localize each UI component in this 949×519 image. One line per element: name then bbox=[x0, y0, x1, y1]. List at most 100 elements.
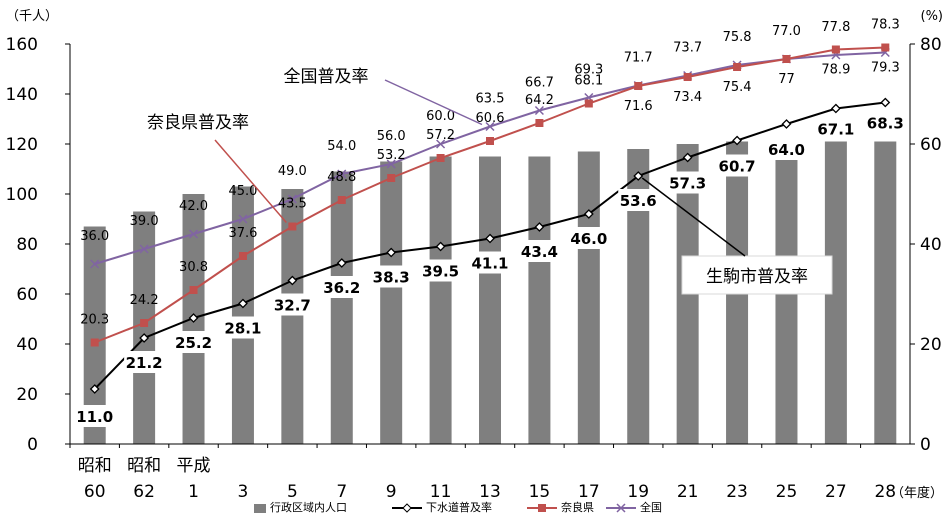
sewer-point-23 bbox=[732, 135, 742, 146]
x-tick-label: 25 bbox=[776, 482, 798, 502]
x-tick-label: 13 bbox=[479, 482, 501, 502]
national-point-1 bbox=[188, 229, 199, 239]
sewer-value-label: 25.2 bbox=[175, 334, 212, 352]
legend-swatch-population bbox=[254, 504, 266, 513]
left-tick-label: 40 bbox=[16, 335, 38, 355]
sewer-value-label: 32.7 bbox=[274, 297, 311, 315]
national-point-5 bbox=[287, 194, 297, 204]
sewer-value-label: 53.6 bbox=[620, 192, 657, 210]
sewer-value-label: 41.1 bbox=[471, 255, 508, 273]
population-bar-62 bbox=[133, 211, 156, 444]
x-tick-label: 23 bbox=[726, 482, 748, 502]
national-point-9 bbox=[386, 159, 396, 169]
legend-label-population: 行政区域内人口 bbox=[270, 500, 347, 514]
nara-value-label: 57.2 bbox=[426, 128, 455, 143]
sewer-label-box bbox=[618, 189, 659, 211]
nara-value-label: 78.9 bbox=[821, 63, 850, 78]
population-bar-11 bbox=[429, 156, 452, 444]
sewer-label-box bbox=[815, 117, 856, 140]
right-tick-label: 80 bbox=[920, 35, 942, 55]
sewer-point-9 bbox=[386, 247, 397, 258]
nara-point-9 bbox=[387, 174, 396, 182]
sewer-value-label: 43.4 bbox=[521, 243, 558, 261]
x-tick-label: 7 bbox=[336, 482, 347, 502]
sewer-point-60 bbox=[89, 384, 100, 394]
nara-value-label: 64.2 bbox=[525, 93, 554, 108]
sewer-label-box bbox=[519, 240, 560, 262]
sewer-point-5 bbox=[287, 275, 298, 286]
sewer-value-label: 38.3 bbox=[373, 269, 410, 287]
sewer-point-17 bbox=[583, 209, 594, 219]
national-value-label: 77.0 bbox=[772, 24, 801, 39]
national-point-3 bbox=[238, 214, 248, 224]
right-tick-label: 40 bbox=[920, 235, 942, 255]
nara-point-62 bbox=[140, 319, 149, 327]
left-tick-label: 0 bbox=[27, 435, 38, 455]
national-value-label: 77.8 bbox=[821, 20, 850, 35]
sewer-value-label: 46.0 bbox=[570, 230, 607, 248]
nara-point-60 bbox=[90, 338, 99, 347]
sewer-label-box bbox=[124, 351, 165, 373]
sewer-point-3 bbox=[238, 298, 248, 309]
legend-label-national: 全国 bbox=[640, 500, 662, 514]
national-value-label: 36.0 bbox=[80, 229, 109, 244]
sewer-point-21 bbox=[682, 152, 693, 163]
national-point-62 bbox=[139, 244, 149, 254]
sewer-label-box bbox=[173, 331, 214, 353]
x-tick-label: 19 bbox=[627, 482, 649, 502]
sewer-value-label: 68.3 bbox=[867, 115, 904, 133]
x-axis-unit: （年度） bbox=[891, 485, 943, 501]
national-point-11 bbox=[436, 139, 446, 149]
nara-point-3 bbox=[238, 252, 247, 260]
nara-value-label: 43.5 bbox=[278, 197, 307, 212]
axes: 0 20 40 60 80 100 120 140 160 0 20 40 60 80 （千人） (%) 60 6… bbox=[6, 9, 943, 502]
sewer-point-19 bbox=[633, 171, 644, 181]
population-bar-60 bbox=[83, 226, 106, 444]
sewer-label-box bbox=[321, 276, 362, 298]
sewer-label-box bbox=[420, 259, 461, 282]
national-leader-line bbox=[384, 79, 483, 126]
right-axis-unit: (%) bbox=[921, 9, 944, 24]
population-bar-15 bbox=[528, 156, 551, 444]
national-value-label: 42.0 bbox=[179, 199, 208, 214]
national-value-label: 39.0 bbox=[130, 214, 159, 229]
legend-marker-sewer bbox=[402, 503, 412, 513]
era-label: 昭和 bbox=[127, 456, 161, 476]
x-tick-label: 9 bbox=[386, 482, 397, 502]
sewer-label-box bbox=[766, 138, 807, 160]
nara-value-label: 73.4 bbox=[673, 90, 702, 105]
left-tick-label: 100 bbox=[6, 185, 38, 205]
nara-point-17 bbox=[584, 99, 593, 108]
sewer-point-62 bbox=[139, 333, 150, 343]
era-label: 平成 bbox=[177, 456, 211, 476]
national-point-7 bbox=[337, 169, 347, 179]
sewer-label-box bbox=[717, 154, 758, 177]
sewer-point-27 bbox=[830, 103, 841, 114]
right-tick-label: 60 bbox=[920, 135, 942, 155]
nara-leader-line bbox=[214, 139, 287, 223]
x-tick-label: 17 bbox=[578, 482, 600, 502]
population-bar-28 bbox=[874, 141, 897, 444]
nara-value-label: 79.3 bbox=[871, 61, 900, 76]
nara-point-7 bbox=[337, 196, 346, 204]
sewer-point-25 bbox=[781, 119, 792, 129]
left-tick-label: 60 bbox=[16, 285, 38, 305]
sewer-label-box bbox=[371, 265, 412, 288]
legend-marker-nara bbox=[538, 504, 546, 512]
x-tick-label: 62 bbox=[133, 482, 155, 502]
population-bar-9 bbox=[380, 161, 403, 444]
x-tick-label: 5 bbox=[287, 482, 298, 502]
population-bar-27 bbox=[824, 141, 847, 444]
sewer-value-label: 57.3 bbox=[669, 175, 706, 193]
nara-value-label: 20.3 bbox=[80, 313, 109, 328]
national-value-label: 71.7 bbox=[624, 51, 653, 66]
ikoma-callout-box bbox=[681, 255, 833, 295]
nara-point-5 bbox=[288, 222, 297, 231]
sewer-label-box bbox=[667, 171, 708, 194]
x-tick-label: 60 bbox=[84, 482, 106, 502]
sewer-point-15 bbox=[534, 222, 545, 232]
sewer-point-7 bbox=[336, 258, 347, 268]
national-value-label: 45.0 bbox=[228, 184, 257, 199]
national-value-label: 78.3 bbox=[871, 18, 900, 33]
